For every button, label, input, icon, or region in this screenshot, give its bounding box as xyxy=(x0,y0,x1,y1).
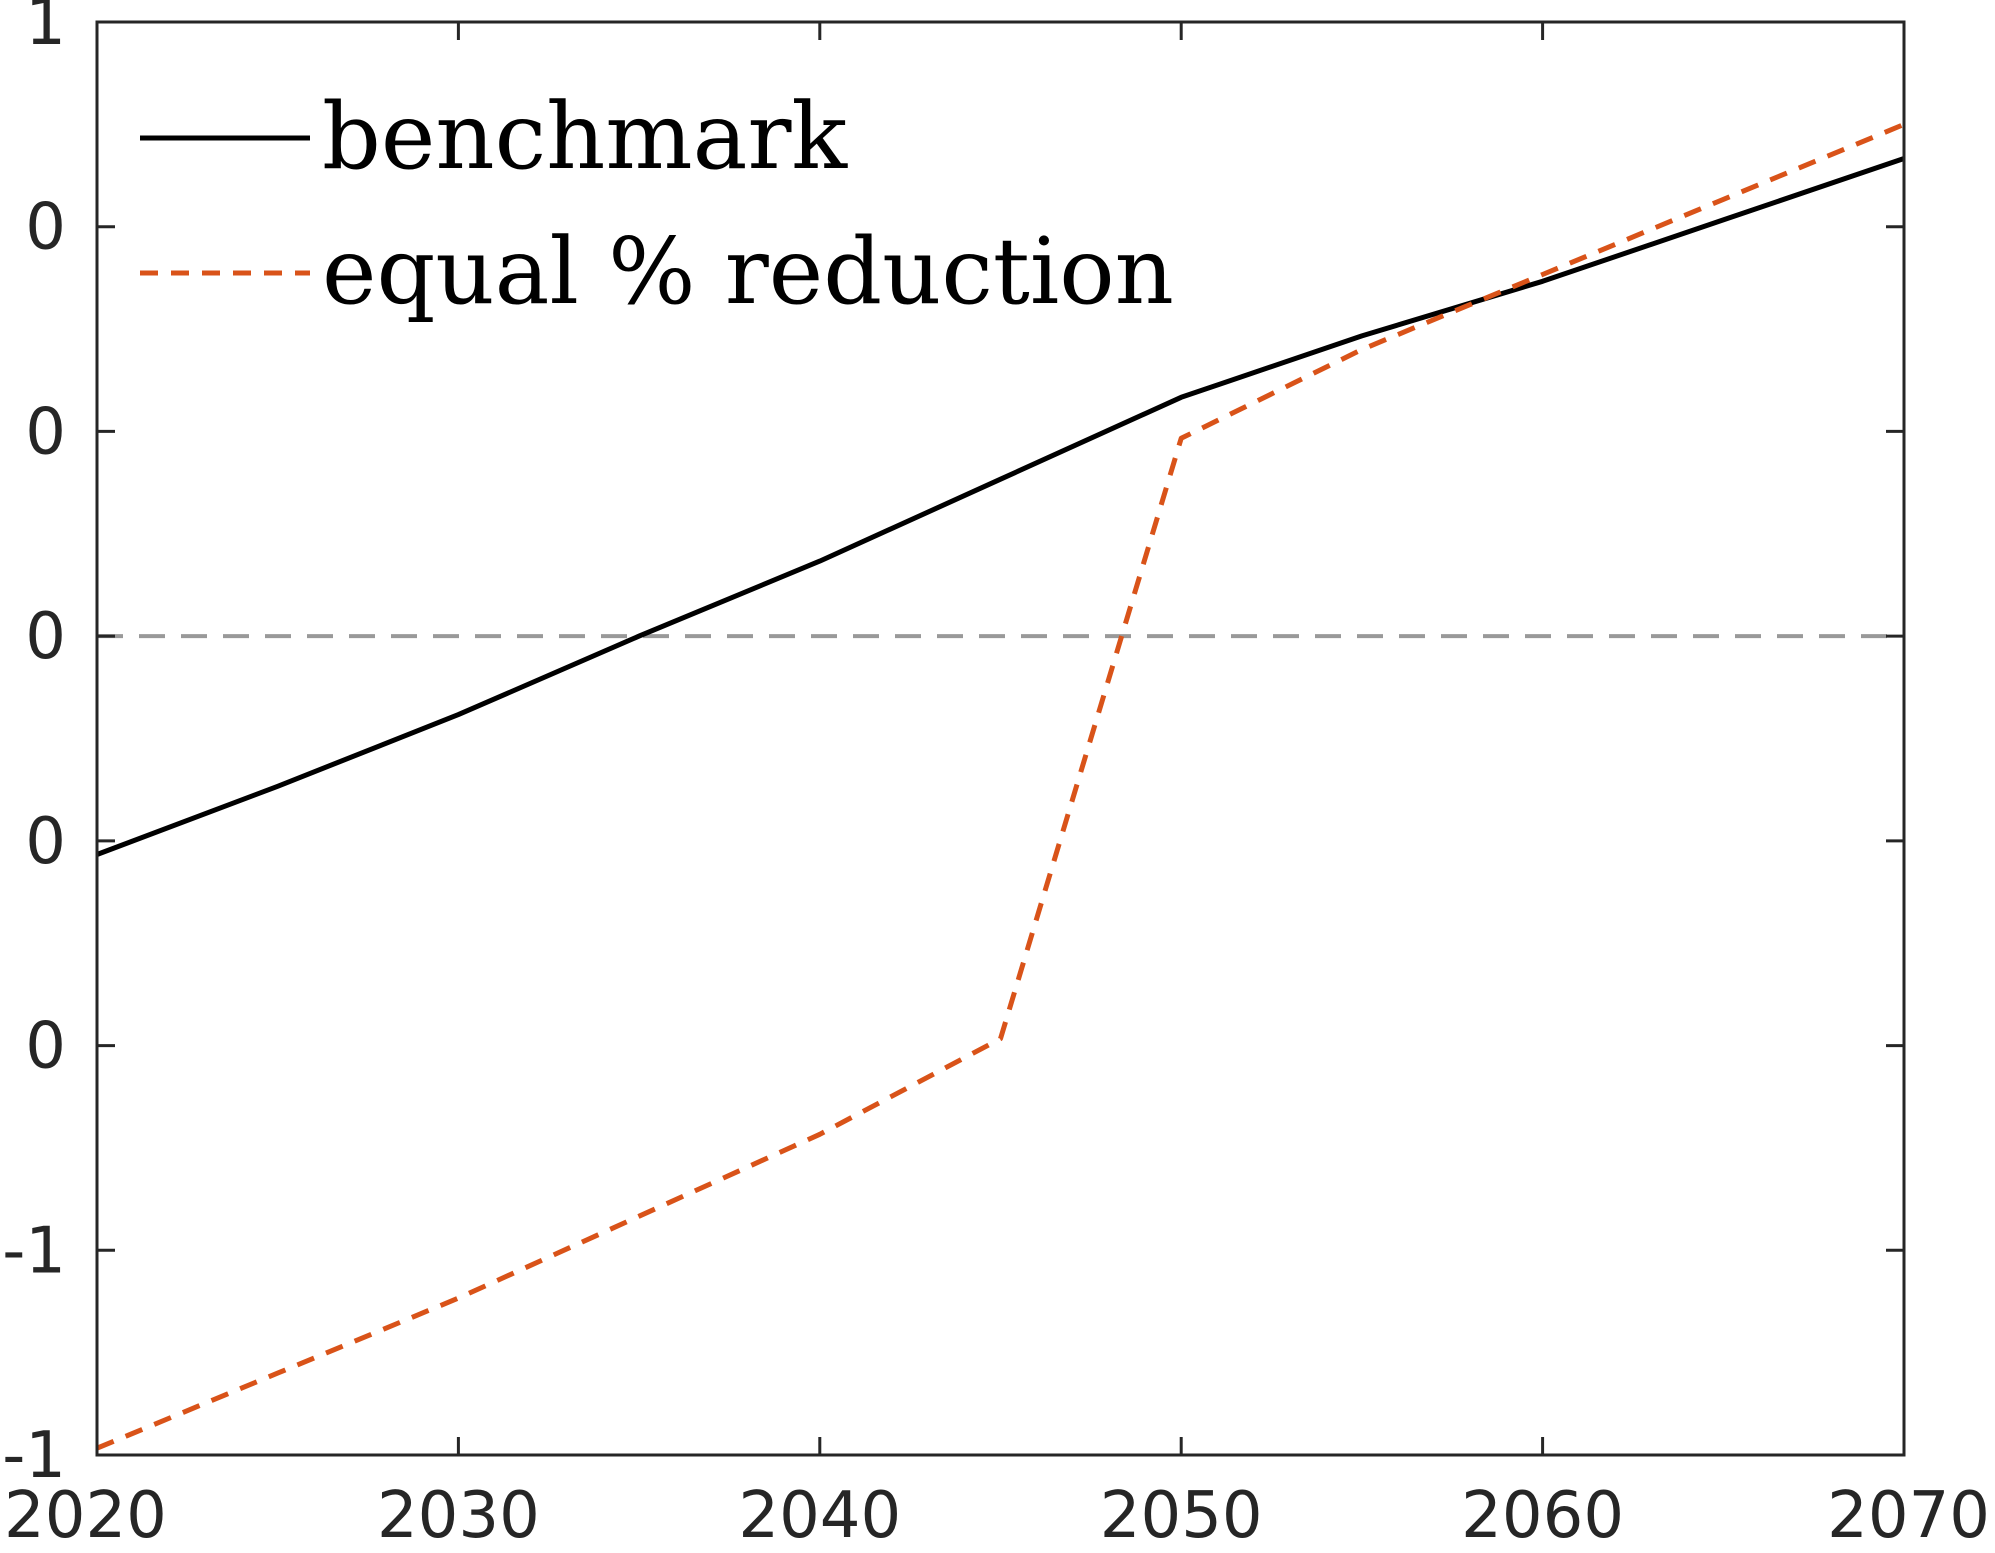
x-tick-label: 2020 xyxy=(4,1479,167,1553)
legend-label-benchmark: benchmark xyxy=(322,83,848,190)
series-line-equal-reduction xyxy=(96,122,1905,1451)
x-tick-label: 2070 xyxy=(1827,1479,1990,1553)
y-tick-label: -1 xyxy=(2,1214,66,1288)
plot-frame xyxy=(95,20,1906,1457)
y-tick-label: 0 xyxy=(25,600,66,674)
x-tick-label: 2030 xyxy=(377,1479,540,1553)
legend: benchmark equal % reduction xyxy=(140,83,1174,325)
y-tick-label: 1 xyxy=(25,0,66,60)
y-tick-label: 0 xyxy=(25,395,66,469)
series-line-benchmark xyxy=(96,156,1905,857)
x-tick-label: 2060 xyxy=(1461,1479,1624,1553)
y-tick-label: 0 xyxy=(25,805,66,879)
series-layer xyxy=(96,122,1905,1451)
x-tick-label: 2050 xyxy=(1100,1479,1263,1553)
y-tick-marks xyxy=(97,20,1904,1457)
x-tick-labels: 2020 2030 2040 2050 2060 2070 xyxy=(4,1479,1990,1553)
y-tick-labels: -1 -1 0 0 0 0 0 1 xyxy=(2,0,66,1493)
x-tick-marks xyxy=(95,22,1906,1455)
y-tick-label: 0 xyxy=(25,1010,66,1084)
y-tick-label: -1 xyxy=(2,1419,66,1493)
y-tick-label: 0 xyxy=(25,191,66,265)
legend-label-equal-reduction: equal % reduction xyxy=(322,218,1174,325)
x-tick-label: 2040 xyxy=(738,1479,901,1553)
